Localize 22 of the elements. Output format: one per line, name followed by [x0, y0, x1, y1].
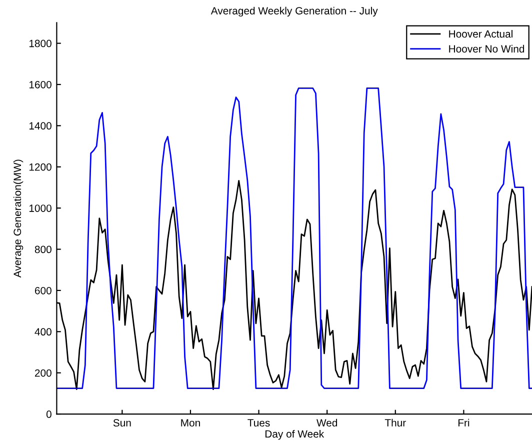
y-tick-label: 1200: [29, 163, 52, 171]
y-tick-label: 1400: [29, 122, 52, 130]
x-tick-label: Tues: [248, 419, 270, 427]
x-tick-label: Sun: [113, 419, 131, 427]
y-tick-label: 800: [34, 246, 52, 254]
y-tick-label: 0: [46, 410, 52, 418]
x-tick-label: Fri: [458, 418, 470, 426]
y-tick-label: 1800: [29, 40, 52, 48]
y-tick-label: 600: [35, 286, 52, 294]
legend-label: Hoover No Wind: [449, 44, 524, 53]
y-axis-title: Average Generation(MW): [13, 160, 24, 278]
chart-title: Averaged Weekly Generation -- July: [210, 6, 378, 17]
line-series: [56, 88, 532, 389]
x-tick-label: Mon: [181, 419, 200, 427]
legend-label: Hoover Actual: [449, 30, 512, 38]
y-tick-label: 1600: [29, 80, 52, 88]
y-tick-label: 400: [34, 328, 52, 336]
y-tick-label: 1000: [29, 204, 52, 212]
x-axis-title: Day of Week: [265, 430, 324, 440]
x-tick-label: Wed: [316, 418, 338, 427]
y-tick-label: 200: [34, 369, 52, 377]
x-tick-label: Thur: [384, 418, 406, 427]
